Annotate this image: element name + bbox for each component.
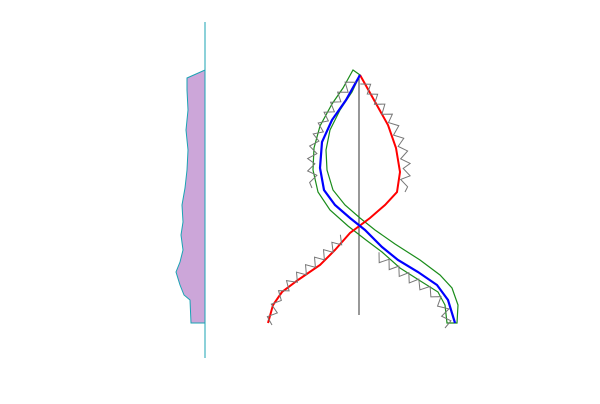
left-profile-panel [175,22,206,358]
hatch-marks-lower-right [378,252,452,329]
hatch-zigzag-upper-right [360,83,412,193]
hatch-marks-upper-left [306,81,356,189]
right-twist-panel [266,69,459,329]
red-curve [267,74,402,324]
hatch-zigzag-lower-right [378,252,452,329]
hatch-zigzag-upper-left [306,81,356,189]
profile-fill-region [175,69,206,324]
hatch-marks-lower-left [266,234,343,326]
blue-curve [318,74,457,324]
hatch-zigzag-lower-left [266,234,343,326]
hatch-marks-upper-right [360,83,412,193]
